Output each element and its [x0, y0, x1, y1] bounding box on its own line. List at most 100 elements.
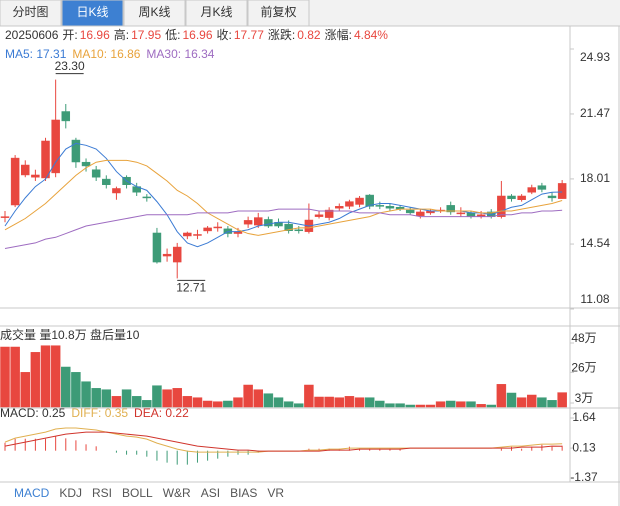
volume-bar — [50, 345, 61, 408]
info-label: 高: — [114, 27, 129, 42]
volume-bar — [192, 397, 203, 408]
candle-body — [183, 232, 192, 237]
candle-body — [254, 217, 263, 226]
candle-body — [152, 232, 162, 263]
indicator-tab[interactable]: KDJ — [59, 486, 82, 500]
legend: MACD: 0.25 DIFF: 0.35 DEA: 0.22 — [0, 406, 189, 420]
candle-body — [10, 157, 20, 206]
candle-body — [466, 212, 476, 217]
legend: MA5: 17.31 MA10: 16.86 MA30: 16.34 — [5, 47, 215, 61]
candle-body — [243, 220, 253, 225]
volume-bar — [547, 400, 557, 408]
volume-bar — [10, 346, 20, 408]
indicator-tab[interactable]: RSI — [92, 486, 112, 500]
tab-label[interactable]: 日K线 — [76, 5, 108, 19]
candle-body — [51, 119, 60, 174]
info-label: 涨跌: — [268, 27, 295, 42]
candle-body — [203, 227, 212, 232]
volume-bar — [395, 403, 405, 408]
tab[interactable] — [0, 0, 62, 27]
legend-entry: MA5: 17.31 — [5, 47, 67, 61]
volume-bar — [435, 401, 446, 408]
volume-bar — [223, 400, 233, 408]
info-value: 17.95 — [131, 28, 161, 42]
volume-bar — [142, 400, 152, 408]
ma-line — [4, 159, 563, 236]
info-label: 收: — [217, 28, 232, 42]
tab-label[interactable]: 月K线 — [200, 5, 232, 19]
candle-body — [547, 195, 557, 199]
volume-bar — [253, 389, 263, 408]
y-tick-label: 21.47 — [580, 106, 610, 120]
candle-body — [81, 161, 91, 167]
candle-body — [213, 226, 222, 229]
max-label: 23.30 — [55, 59, 85, 73]
volume-bar — [81, 381, 91, 408]
candle-body — [527, 187, 537, 193]
volume-title: 成交量 量10.8万 盘后量10 — [0, 327, 140, 342]
volume-bar — [496, 384, 507, 408]
volume-bar — [405, 404, 415, 408]
tab[interactable] — [247, 0, 310, 27]
volume-bar — [30, 352, 41, 408]
volume-bar — [152, 385, 162, 408]
volume-bar — [263, 393, 274, 408]
y-tick-label: 0.13 — [572, 440, 596, 454]
candle-body — [456, 212, 466, 215]
info-value: 16.96 — [182, 28, 212, 42]
indicator-tab[interactable]: W&R — [163, 486, 191, 500]
volume-bar — [344, 396, 355, 408]
volume-bar — [354, 397, 365, 408]
indicator-tab[interactable]: ASI — [201, 486, 220, 500]
y-tick-label: 11.08 — [580, 292, 609, 306]
y-tick-label: 3万 — [575, 391, 594, 405]
candle-body — [41, 140, 50, 179]
tab[interactable] — [61, 0, 124, 27]
candle-body — [91, 169, 101, 178]
volume-bar — [101, 389, 112, 408]
candle-body — [112, 188, 121, 194]
legend-entry: DIFF: 0.35 — [71, 406, 128, 420]
candle-body — [497, 195, 506, 217]
indicator-tab[interactable]: BOLL — [122, 486, 153, 500]
candle-body — [21, 164, 30, 176]
legend-entry: MA30: 16.34 — [146, 47, 214, 61]
info-date: 20250606 — [5, 28, 59, 42]
candle-body — [102, 178, 111, 185]
volume-bar — [131, 396, 142, 408]
indicator-tab[interactable]: VR — [267, 486, 284, 500]
y-tick-label: 24.93 — [580, 50, 610, 64]
volume-bar — [40, 345, 51, 408]
indicator-tab[interactable]: BIAS — [230, 486, 257, 500]
min-label: 12.71 — [176, 281, 206, 295]
candle-body — [416, 211, 425, 216]
volume-bar — [516, 397, 527, 408]
ma-line — [4, 208, 563, 250]
volume-bar — [476, 404, 486, 408]
tab[interactable] — [123, 0, 186, 27]
tab-label[interactable]: 分时图 — [12, 5, 48, 19]
volume-bar — [20, 372, 31, 408]
candle-body — [284, 223, 293, 231]
tab[interactable] — [185, 0, 248, 27]
volume-bar — [304, 384, 314, 408]
candle-body — [385, 206, 395, 209]
info-value: 4.84% — [354, 28, 388, 42]
candle-body — [264, 219, 273, 227]
candle-body — [71, 139, 81, 163]
volume-bar — [233, 397, 243, 408]
volume-bar — [375, 400, 385, 408]
tab-label[interactable]: 周K线 — [138, 5, 170, 19]
ma-line — [4, 142, 563, 248]
volume-bar — [111, 396, 122, 408]
indicator-tab[interactable]: MACD — [14, 486, 50, 500]
volume-bar — [121, 389, 132, 408]
candle-body — [517, 195, 526, 200]
candle-body — [507, 195, 516, 200]
tab-label[interactable]: 前复权 — [260, 4, 296, 19]
volume-bar — [162, 389, 172, 408]
volume-bar — [314, 396, 324, 408]
volume-bar — [91, 388, 101, 408]
candle-body — [294, 229, 304, 232]
